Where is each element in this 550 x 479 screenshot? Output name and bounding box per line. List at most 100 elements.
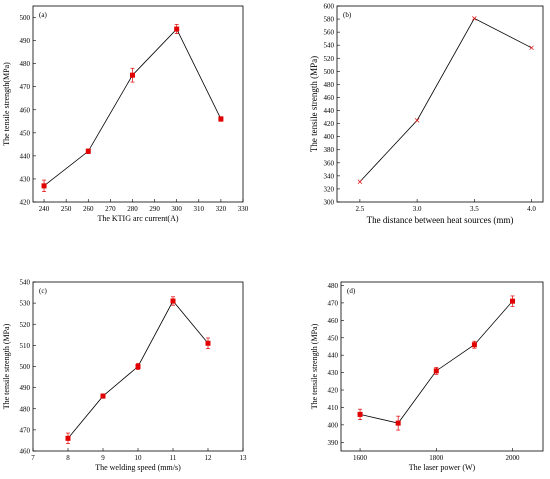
x-tick-label: 2000	[506, 454, 521, 462]
y-tick-label: 500	[324, 68, 335, 76]
y-tick-label: 510	[20, 342, 31, 350]
data-point	[357, 179, 363, 184]
data-point	[100, 393, 106, 399]
y-tick-label: 470	[328, 299, 339, 307]
y-tick-label: 540	[324, 42, 335, 50]
x-tick-label: 8	[66, 454, 70, 462]
chart-panel-2: (b) 2.5 3.0 3.5 4.0 300 320 340 360 380 400 420 440 4…	[309, 3, 544, 225]
panel-label: (a)	[39, 11, 47, 19]
x-tick-label: 310	[194, 205, 205, 213]
data-point	[414, 118, 420, 123]
x-tick-label: 300	[171, 205, 182, 213]
data-point	[433, 368, 439, 374]
plot-frame	[32, 5, 244, 203]
x-tick-label: 290	[149, 205, 160, 213]
chart-panel-4: (d) 1600 1800 2000 390 400 410 420 430 440 450 460 4…	[310, 281, 544, 472]
y-tick-label: 490	[20, 384, 31, 392]
y-tick-label: 420	[20, 199, 31, 207]
y-tick-label: 440	[20, 152, 31, 160]
y-axis-label: The tensile strength (MPa)	[310, 323, 319, 409]
data-point	[529, 45, 534, 51]
x-tick-label: 280	[127, 205, 138, 213]
plot-frame	[340, 281, 544, 452]
y-tick-label: 490	[20, 37, 31, 45]
y-axis-label: The tensile strength(MPa)	[2, 62, 11, 146]
y-tick-label: 500	[20, 363, 31, 371]
panel-label: (b)	[343, 11, 352, 19]
x-tick-label: 11	[170, 454, 177, 462]
x-axis-label: The laser power (W)	[409, 463, 476, 472]
data-point	[170, 298, 176, 304]
data-point	[472, 16, 477, 21]
y-tick-label: 450	[20, 129, 31, 137]
x-tick-label: 330	[238, 205, 249, 213]
y-tick-label: 360	[324, 159, 335, 167]
y-tick-label: 460	[20, 448, 31, 456]
data-point	[471, 342, 477, 348]
y-tick-label: 320	[324, 185, 335, 193]
x-tick-label: 320	[216, 205, 227, 213]
data-point	[174, 26, 180, 32]
chart-panel-1: (a) 240 250 260 270 280 290 300 310 320 330 420 430 4…	[2, 5, 249, 223]
x-axis-label: The distance between heat sources (mm)	[367, 215, 514, 225]
y-tick-label: 540	[20, 279, 31, 287]
y-tick-label: 390	[328, 439, 339, 447]
x-tick-label: 3.0	[413, 205, 422, 213]
x-tick-label: 260	[83, 205, 94, 213]
y-tick-label: 430	[328, 369, 339, 377]
y-tick-label: 560	[324, 29, 335, 37]
y-tick-label: 520	[324, 55, 335, 63]
y-axis-label: The tensile strength (MPa)	[2, 323, 11, 409]
data-point	[65, 435, 71, 441]
x-tick-label: 240	[39, 205, 50, 213]
x-tick-label: 1800	[429, 454, 444, 462]
y-tick-label: 400	[328, 421, 339, 429]
panel-label: (d)	[347, 287, 356, 295]
y-tick-label: 380	[324, 146, 335, 154]
y-tick-label: 500	[20, 14, 31, 22]
y-tick-label: 480	[20, 405, 31, 413]
y-tick-label: 440	[324, 107, 335, 115]
x-tick-label: 2.5	[356, 205, 365, 213]
y-tick-label: 470	[20, 83, 31, 91]
data-point	[357, 411, 363, 417]
data-point	[395, 420, 401, 426]
y-tick-label: 600	[324, 3, 335, 11]
y-tick-label: 410	[328, 404, 339, 412]
x-axis-label: The KTIG arc current(A)	[97, 214, 178, 223]
x-tick-label: 12	[205, 454, 213, 462]
y-tick-label: 460	[328, 317, 339, 325]
x-tick-label: 9	[101, 454, 105, 462]
x-tick-label: 1600	[353, 454, 368, 462]
data-point	[510, 298, 516, 304]
y-tick-label: 460	[324, 94, 335, 102]
x-tick-label: 7	[31, 454, 35, 462]
y-tick-label: 450	[328, 334, 339, 342]
y-tick-label: 300	[324, 199, 335, 207]
y-tick-label: 480	[20, 60, 31, 68]
data-point	[135, 364, 141, 369]
y-tick-label: 440	[328, 352, 339, 360]
y-tick-label: 520	[20, 321, 31, 329]
y-tick-label: 420	[328, 387, 339, 395]
data-point	[218, 116, 224, 122]
chart-panel-3: (c) 7 8 9 10 11 12 13 460 470 480 490 500 510 520 530 54…	[2, 279, 247, 473]
x-tick-label: 270	[105, 205, 116, 213]
x-tick-label: 3.5	[470, 205, 479, 213]
x-axis-label: The welding speed (mm/s)	[95, 463, 181, 472]
panel-label: (c)	[39, 287, 47, 295]
data-point	[85, 148, 91, 154]
y-axis-label: The tensile strength (MPa)	[309, 56, 319, 152]
data-point	[205, 340, 211, 346]
plot-frame	[336, 5, 544, 203]
data-point	[129, 72, 135, 78]
y-tick-label: 400	[324, 133, 335, 141]
y-tick-label: 480	[324, 81, 335, 89]
y-tick-label: 530	[20, 300, 31, 308]
series-line	[43, 28, 222, 187]
x-tick-label: 10	[135, 454, 143, 462]
y-tick-label: 430	[20, 175, 31, 183]
y-tick-label: 470	[20, 426, 31, 434]
x-tick-label: 13	[240, 454, 248, 462]
